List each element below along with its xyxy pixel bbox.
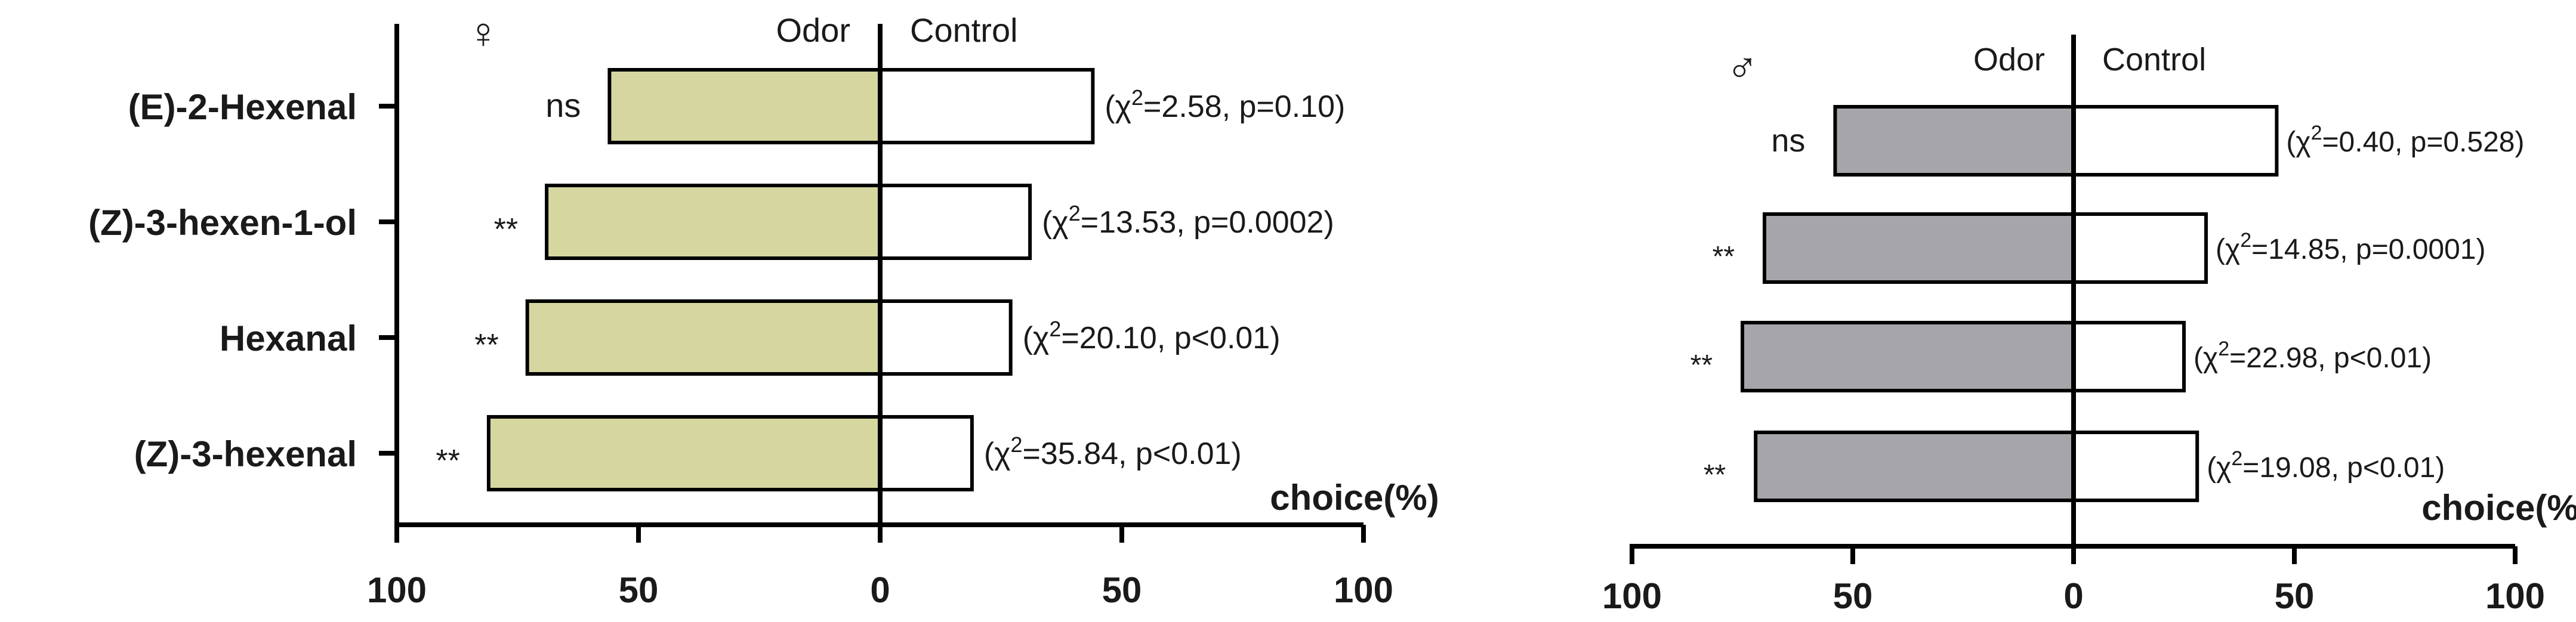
stat-value: =19.08, p<0.01): [2242, 452, 2445, 484]
stat-prefix: (χ: [2207, 452, 2231, 484]
x-tick-label: 50: [1833, 576, 1873, 616]
odor-bar: [1763, 212, 2075, 284]
stat-prefix: (χ: [2194, 342, 2218, 374]
stat-superscript: 2: [2218, 338, 2229, 360]
stat-prefix: (χ: [1042, 205, 1069, 240]
stat-value: =35.84, p<0.01): [1023, 437, 1242, 471]
odor-bar: [1754, 431, 2075, 502]
stat-prefix: (χ: [984, 437, 1011, 471]
control-bar: [2072, 321, 2186, 392]
side-label-control: Control: [2102, 42, 2206, 78]
stat-prefix: (χ: [2286, 126, 2310, 158]
side-label-control: Control: [910, 11, 1018, 49]
x-tick-label: 50: [619, 570, 659, 610]
significance-label: **: [1704, 459, 1726, 491]
stat-superscript: 2: [1069, 201, 1081, 225]
control-bar: [2072, 105, 2279, 177]
stat-prefix: (χ: [2216, 234, 2240, 265]
x-tick-label: 100: [1602, 576, 1662, 616]
stat-value: =13.53, p=0.0002): [1081, 205, 1334, 240]
stat-label: (χ2=22.98, p<0.01): [2194, 338, 2432, 374]
stat-superscript: 2: [1131, 85, 1143, 110]
stat-label: (χ2=14.85, p=0.0001): [2216, 229, 2485, 265]
stat-value: =2.58, p=0.10): [1143, 89, 1345, 124]
stat-value: =14.85, p=0.0001): [2251, 234, 2485, 265]
category-label: Hexanal: [220, 318, 357, 358]
control-bar: [878, 299, 1013, 376]
stat-prefix: (χ: [1023, 321, 1050, 355]
stat-value: =22.98, p<0.01): [2229, 342, 2432, 374]
stat-label: (χ2=19.08, p<0.01): [2207, 447, 2445, 484]
stat-value: =0.40, p=0.528): [2322, 126, 2525, 158]
odor-bar: [1833, 105, 2075, 177]
significance-label: ns: [545, 86, 581, 124]
side-label-odor: Odor: [1973, 42, 2045, 78]
stat-label: (χ2=0.40, p=0.528): [2286, 122, 2524, 158]
x-tick-label: 100: [2485, 576, 2545, 616]
male-symbol: ♂: [1726, 44, 1759, 92]
x-tick-label: 100: [1334, 570, 1393, 610]
side-label-odor: Odor: [776, 11, 851, 49]
control-bar: [878, 68, 1095, 144]
stat-superscript: 2: [2311, 122, 2322, 144]
control-bar: [878, 184, 1032, 260]
significance-label: ns: [1771, 123, 1805, 159]
control-bar: [2072, 212, 2208, 284]
stat-value: =20.10, p<0.01): [1061, 321, 1280, 355]
stat-prefix: (χ: [1105, 89, 1131, 124]
category-label: (E)-2-Hexenal: [128, 87, 357, 127]
stat-label: (χ2=13.53, p=0.0002): [1042, 201, 1334, 240]
odor-bar: [525, 299, 882, 376]
x-axis-label: choice(%): [2421, 488, 2576, 528]
control-bar: [878, 415, 974, 491]
stat-label: (χ2=2.58, p=0.10): [1105, 85, 1345, 124]
x-tick-label: 0: [870, 570, 890, 610]
odor-bar: [607, 68, 883, 144]
category-label: (Z)-3-hexenal: [134, 434, 357, 474]
stat-label: (χ2=20.10, p<0.01): [1023, 317, 1281, 355]
stat-label: (χ2=35.84, p<0.01): [984, 432, 1242, 471]
significance-label: **: [494, 212, 518, 247]
category-label: (Z)-3-hexen-1-ol: [88, 203, 357, 243]
significance-label: **: [1713, 241, 1735, 273]
x-tick-label: 0: [2063, 576, 2083, 616]
odor-bar: [486, 415, 882, 491]
stat-superscript: 2: [2231, 447, 2242, 470]
significance-label: **: [1690, 349, 1713, 381]
stat-superscript: 2: [1049, 317, 1061, 341]
female-symbol: ♀: [467, 10, 499, 57]
odor-bar: [1741, 321, 2075, 392]
x-tick-label: 50: [2275, 576, 2315, 616]
stat-superscript: 2: [2240, 229, 2251, 252]
odor-bar: [545, 184, 882, 260]
significance-label: **: [436, 444, 459, 478]
x-tick-label: 50: [1102, 570, 1142, 610]
control-bar: [2072, 431, 2199, 502]
x-axis-label: choice(%): [1270, 478, 1439, 518]
significance-label: **: [474, 328, 498, 363]
x-tick-label: 100: [367, 570, 427, 610]
stat-superscript: 2: [1011, 432, 1023, 457]
